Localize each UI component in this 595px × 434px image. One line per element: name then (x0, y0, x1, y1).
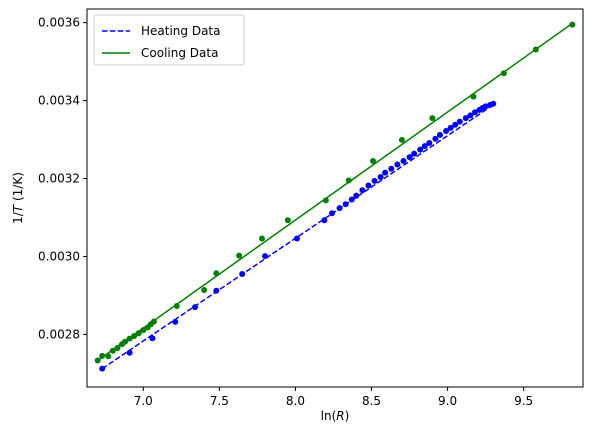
heating-data-point (126, 349, 133, 356)
legend: Heating Data Cooling Data (93, 14, 245, 66)
heating-data-point (400, 157, 407, 164)
cooling-data-point (532, 46, 539, 53)
x-tick-label: 7.0 (134, 394, 153, 408)
cooling-data-point (569, 21, 576, 28)
cooling-data-point (258, 235, 265, 242)
cooling-data-point (135, 330, 142, 337)
cooling-data-point (284, 217, 291, 224)
heating-data-point (388, 165, 395, 172)
cooling-data-point (114, 345, 121, 352)
heating-data-point (482, 103, 489, 110)
cooling-data-point (105, 353, 112, 360)
heating-data-point (490, 100, 497, 107)
cooling-data-point (213, 270, 220, 277)
heating-data-point (371, 177, 378, 184)
cooling-data-point (126, 335, 133, 342)
cooling-data-point (500, 70, 507, 77)
cooling-data-point (99, 352, 106, 359)
y-tick-label: 0.0032 (38, 172, 80, 186)
heating-data-point (293, 235, 300, 242)
y-axis: 0.0028 0.0030 0.0032 0.0034 0.0036 (38, 16, 87, 341)
heating-data-point (447, 124, 454, 131)
heating-data-point (359, 187, 366, 194)
y-tick-label: 0.0034 (38, 94, 80, 108)
y-tick-label: 0.0030 (38, 249, 80, 263)
legend-box (93, 14, 245, 66)
y-axis-label: 1/T (1/K) (11, 172, 25, 224)
heating-data-point (192, 304, 199, 311)
y-tick-label: 0.0036 (38, 16, 80, 30)
legend-label-heating-data: Heating Data (141, 24, 221, 38)
heating-data-point (452, 121, 459, 128)
heating-data-point (382, 169, 389, 176)
cooling-data-point (150, 318, 157, 325)
x-axis-label-var: R (336, 409, 344, 423)
cooling-data-point (173, 302, 180, 309)
heating-data-point (365, 182, 372, 189)
heating-data-point (456, 118, 463, 125)
x-axis-label: ln(R) (321, 409, 350, 423)
x-tick-label: 9.5 (514, 394, 533, 408)
heating-data-point (471, 109, 478, 116)
heating-data-point (262, 253, 269, 260)
x-tick-label: 7.5 (210, 394, 229, 408)
heating-data-point (213, 287, 220, 294)
heating-data-point (149, 335, 156, 342)
heating-data-point (406, 154, 413, 161)
heating-data-point (443, 127, 450, 134)
heating-data-point (411, 150, 418, 157)
cooling-data-point (109, 347, 116, 354)
cooling-data-point (140, 327, 147, 334)
heating-data-point (239, 270, 246, 277)
cooling-data-point (370, 157, 377, 164)
cooling-data-point (429, 115, 436, 122)
heating-data-point (99, 365, 106, 372)
plot-frame (86, 8, 584, 388)
cooling-data-point (345, 177, 352, 184)
y-axis-label-var: T (11, 203, 25, 212)
heating-data-point (462, 115, 469, 122)
heating-data-point (421, 143, 428, 150)
heating-data-point (336, 205, 343, 212)
heating-data-point (328, 210, 335, 217)
heating-data-point (432, 135, 439, 142)
cooling-data-point (322, 197, 329, 204)
x-axis: 7.0 7.5 8.0 8.5 9.0 9.5 (134, 387, 533, 408)
cooling-data-point (122, 338, 129, 345)
heating-data-point (467, 112, 474, 119)
x-tick-label: 8.0 (286, 394, 305, 408)
heating-data-point (348, 196, 355, 203)
cooling-data-point (131, 332, 138, 339)
cooling-data-point (470, 93, 477, 100)
heating-data-point (426, 140, 433, 147)
heating-data-point (172, 318, 179, 325)
cooling-data-point (201, 286, 208, 293)
cooling-data-point (236, 252, 243, 259)
cooling-data-point (94, 357, 101, 364)
heating-data-point (321, 217, 328, 224)
heating-data-point (377, 173, 384, 180)
plot-area (94, 21, 576, 372)
legend-label-cooling-data: Cooling Data (141, 46, 218, 60)
heating-data-point (353, 192, 360, 199)
heating-data-point (342, 201, 349, 208)
heating-data-point (436, 131, 443, 138)
heating-data-point (417, 146, 424, 153)
x-tick-label: 8.5 (362, 394, 381, 408)
cooling-data-point (398, 136, 405, 143)
y-tick-label: 0.0028 (38, 327, 80, 341)
x-tick-label: 9.0 (438, 394, 457, 408)
heating-data-point (394, 161, 401, 168)
